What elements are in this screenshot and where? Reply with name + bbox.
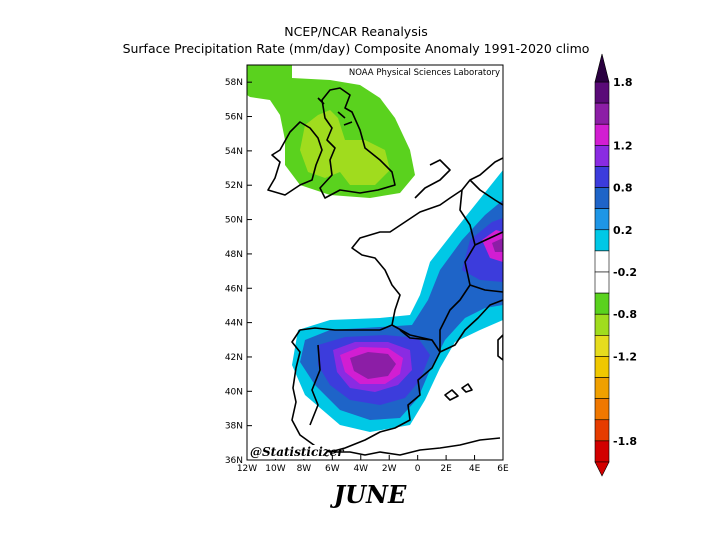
north-sea-coast	[351, 157, 503, 331]
ireland-coast	[267, 121, 323, 196]
credit-text: NOAA Physical Sciences Laboratory	[349, 68, 500, 78]
colorbar-segment	[594, 166, 610, 188]
colorbar-label: 1.2	[613, 139, 633, 152]
english-channel-coast	[414, 159, 451, 199]
lon-label: 10W	[265, 464, 285, 474]
italy-coast	[439, 299, 503, 353]
anomaly-shading	[247, 65, 503, 432]
colorbar-label: 1.8	[613, 76, 633, 89]
colorbar-segment	[594, 356, 610, 378]
great-britain-coast	[319, 87, 396, 199]
lat-label: 38N	[225, 422, 243, 432]
colorbar-segment	[594, 81, 610, 104]
colorbar-arrow-top	[594, 53, 610, 83]
iberia-coast	[291, 327, 441, 453]
lat-label: 56N	[225, 113, 243, 123]
coastlines	[267, 87, 503, 456]
colorbar-segment	[594, 208, 610, 231]
lat-label: 52N	[225, 181, 243, 191]
lon-label: 4W	[353, 464, 368, 474]
balearic-islands	[444, 383, 473, 401]
france-east-border	[439, 189, 476, 352]
month-label: JUNE	[333, 480, 407, 509]
colorbar-segment	[594, 123, 610, 146]
lat-label: 54N	[225, 147, 243, 157]
lat-label: 42N	[225, 353, 243, 363]
colorbar-segment	[594, 292, 610, 315]
north-africa-coast	[299, 437, 501, 456]
colorbar-segment	[594, 250, 610, 273]
colorbar-segment	[594, 313, 610, 336]
colorbar-segment	[594, 102, 610, 125]
lat-label: 46N	[225, 284, 243, 294]
portugal-border	[309, 344, 321, 426]
colorbar-segment	[594, 145, 610, 167]
lon-label: 6W	[325, 464, 340, 474]
colorbar-label: 0.2	[613, 224, 633, 237]
wet-region-alps-max	[492, 238, 503, 252]
lat-label: 50N	[225, 216, 243, 226]
lon-label: 4E	[469, 464, 481, 474]
lat-label: 48N	[225, 250, 243, 260]
map-subtitle: Surface Precipitation Rate (mm/day) Comp…	[122, 41, 590, 56]
lat-label: 40N	[225, 387, 243, 397]
colorbar-segment	[594, 419, 610, 442]
colorbar-segment	[594, 440, 610, 463]
wet-region-max	[350, 352, 396, 379]
colorbar-segment	[594, 271, 610, 294]
colorbar-label: -1.8	[613, 435, 637, 448]
lon-label: 6E	[497, 464, 509, 474]
corsica	[497, 334, 503, 361]
lon-label: 2W	[382, 464, 397, 474]
colorbar-segment	[594, 377, 610, 399]
lon-label: 2E	[440, 464, 452, 474]
credit-box	[318, 66, 502, 78]
colorbar-labels: 1.8 1.2 0.8 0.2 -0.2 -0.8 -1.2 -1.8	[613, 76, 637, 448]
colorbar-segment	[594, 398, 610, 421]
watermark-box	[248, 445, 328, 459]
germany-border	[469, 179, 503, 206]
colorbar-label: -0.2	[613, 266, 637, 279]
colorbar-arrow-bottom	[594, 461, 610, 477]
colorbar	[594, 53, 610, 477]
longitude-axis: 12W 10W 8W 6W 4W 2W 0 2E 4E 6E	[237, 455, 509, 474]
colorbar-label: 0.8	[613, 182, 633, 195]
lat-label: 44N	[225, 319, 243, 329]
scotland-islands	[317, 97, 353, 126]
watermark-text: @Statisticizer	[250, 445, 345, 459]
map-title: NCEP/NCAR Reanalysis	[284, 24, 428, 39]
lon-label: 0	[415, 464, 421, 474]
colorbar-segment	[594, 229, 610, 252]
colorbar-segment	[594, 187, 610, 209]
map-frame	[246, 64, 504, 461]
lat-label: 36N	[225, 456, 243, 466]
lon-label: 8W	[297, 464, 312, 474]
france-spain-border	[391, 324, 433, 341]
alps-border	[469, 231, 503, 293]
colorbar-segment	[594, 335, 610, 357]
dry-region-inner	[300, 110, 390, 185]
latitude-axis: 58N 56N 54N 52N 50N 48N 46N 44N 42N 40N 38N 36N	[225, 78, 252, 466]
lon-label: 12W	[237, 464, 257, 474]
lat-label: 58N	[225, 78, 243, 88]
wet-region-alps-magenta	[482, 230, 503, 262]
colorbar-label: -0.8	[613, 308, 637, 321]
colorbar-label: -1.2	[613, 350, 637, 363]
